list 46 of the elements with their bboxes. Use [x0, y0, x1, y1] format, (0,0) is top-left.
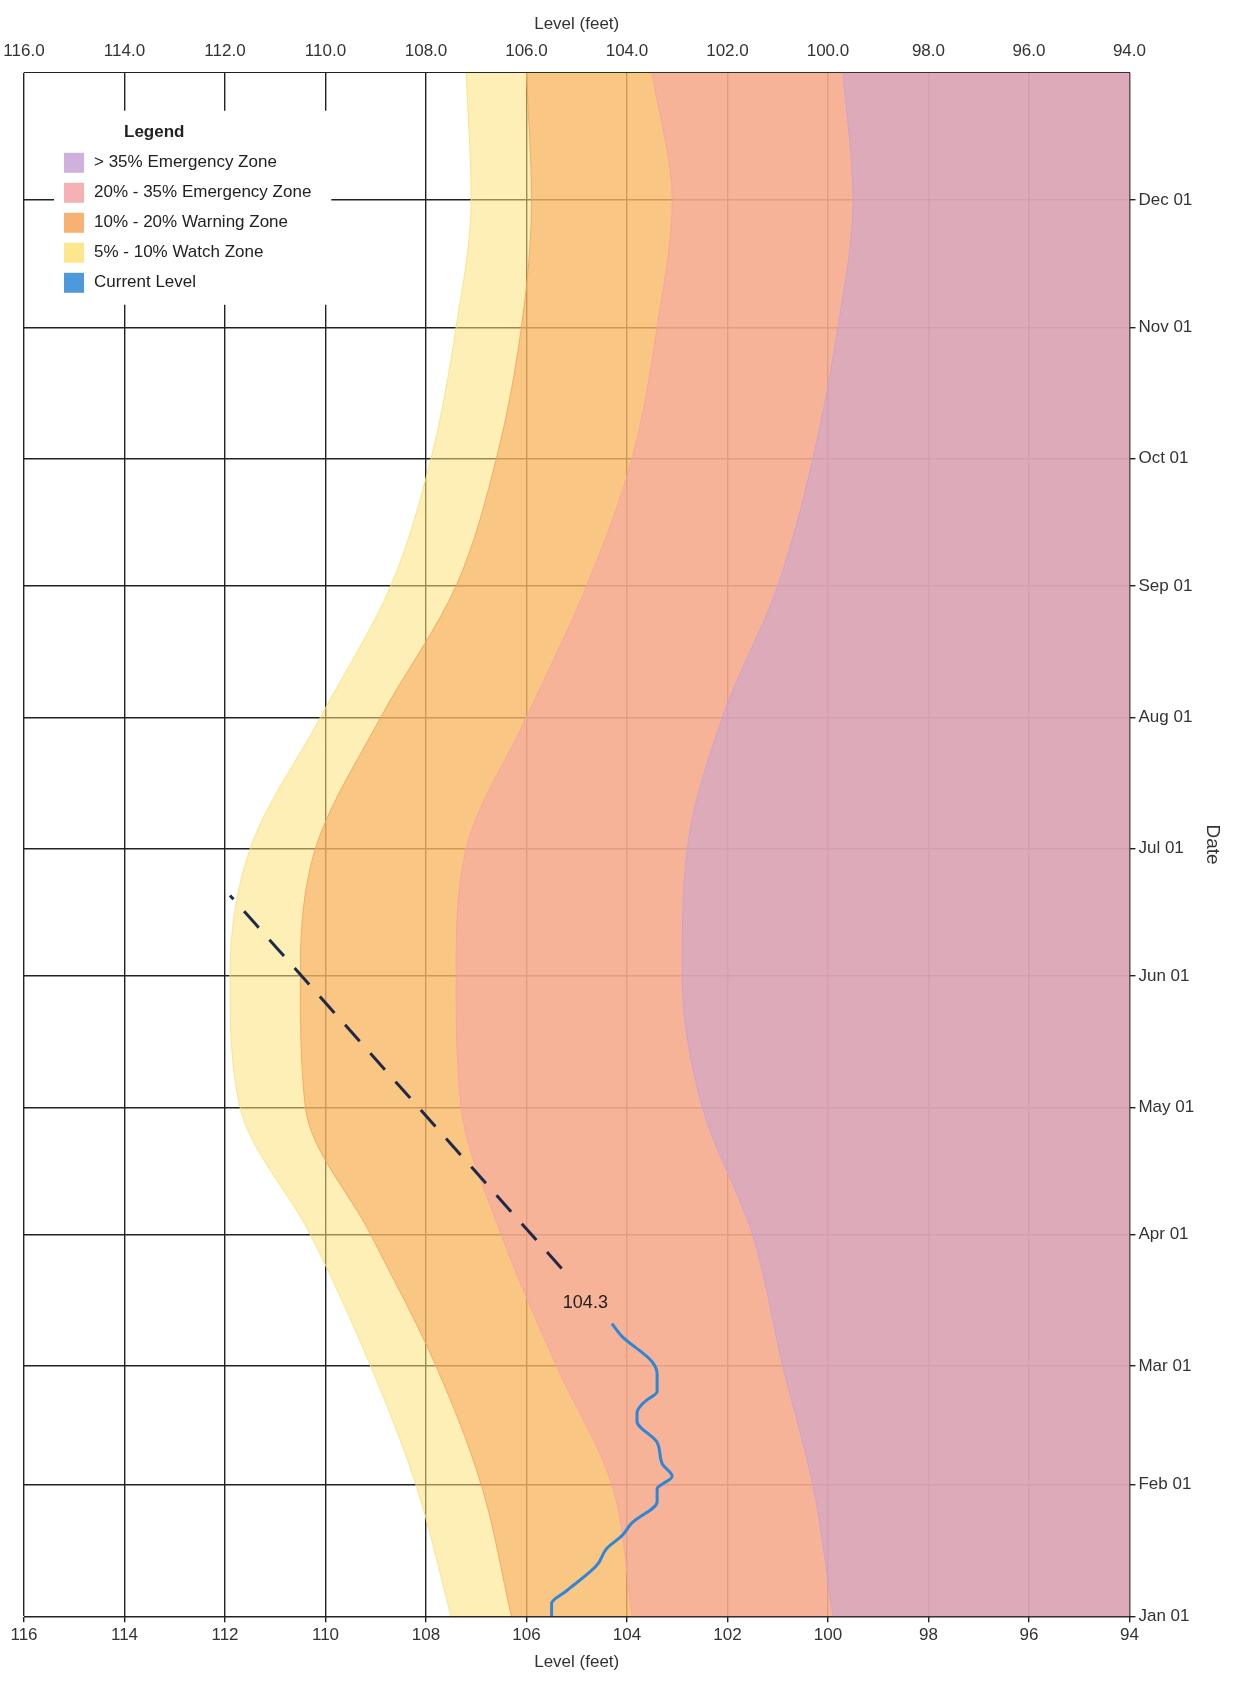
x-tick-label: 94 [1119, 1625, 1139, 1645]
legend-label: 5% - 10% Watch Zone [94, 242, 264, 262]
x2-tick-label: 94.0 [1112, 41, 1146, 61]
x-tick-label: 104 [612, 1625, 642, 1645]
x-tick-label: 114 [110, 1625, 139, 1645]
x2-tick-label: 104.0 [605, 41, 649, 61]
legend-title: Legend [124, 122, 185, 142]
x-tick-label: 102 [713, 1625, 742, 1645]
x-tick-label: 108 [411, 1625, 441, 1645]
x2-tick-label: 108.0 [404, 41, 448, 61]
y-tick-label: Jan 01 [1138, 1605, 1190, 1625]
legend-label: > 35% Emergency Zone [94, 152, 277, 172]
y-tick-label: Sep 01 [1138, 575, 1193, 595]
x2-tick-label: 110.0 [304, 41, 347, 61]
x2-axis-title: Level (feet) [534, 13, 620, 33]
x2-tick-label: 96.0 [1012, 41, 1046, 61]
x2-tick-label: 100.0 [806, 41, 850, 61]
x-tick-label: 100 [813, 1625, 843, 1645]
y-tick-label: Mar 01 [1138, 1355, 1192, 1375]
y-tick-label: Feb 01 [1138, 1474, 1192, 1494]
x-tick-label: 98 [919, 1625, 938, 1645]
y-tick-label: Dec 01 [1138, 189, 1193, 209]
y-axis-title: Date [1203, 824, 1225, 865]
y-tick-label: Nov 01 [1138, 316, 1193, 336]
legend-label: Current Level [94, 272, 197, 292]
x-tick-label: 110 [311, 1625, 340, 1645]
x2-tick-label: 106.0 [505, 41, 548, 61]
x2-tick-label: 116.0 [3, 41, 45, 61]
x-tick-label: 116 [10, 1625, 38, 1645]
legend-label: 20% - 35% Emergency Zone [94, 182, 312, 202]
y-tick-label: May 01 [1138, 1097, 1195, 1117]
x2-tick-label: 102.0 [706, 41, 749, 61]
y-tick-label: Jun 01 [1138, 965, 1190, 985]
x2-tick-label: 112.0 [204, 41, 246, 61]
x2-tick-label: 114.0 [103, 41, 146, 61]
y-tick-label: Apr 01 [1138, 1224, 1189, 1244]
x-tick-label: 96 [1019, 1625, 1039, 1645]
annotation: 104.3 [562, 1291, 608, 1312]
y-tick-label: Aug 01 [1138, 706, 1193, 726]
y-tick-label: Oct 01 [1138, 448, 1189, 468]
legend-label: 10% - 20% Warning Zone [94, 212, 289, 232]
x-axis-title: Level (feet) [534, 1652, 620, 1672]
x-tick-label: 112 [211, 1625, 239, 1645]
x2-tick-label: 98.0 [911, 41, 946, 61]
x-tick-label: 106 [512, 1625, 541, 1645]
y-tick-label: Jul 01 [1138, 838, 1184, 858]
